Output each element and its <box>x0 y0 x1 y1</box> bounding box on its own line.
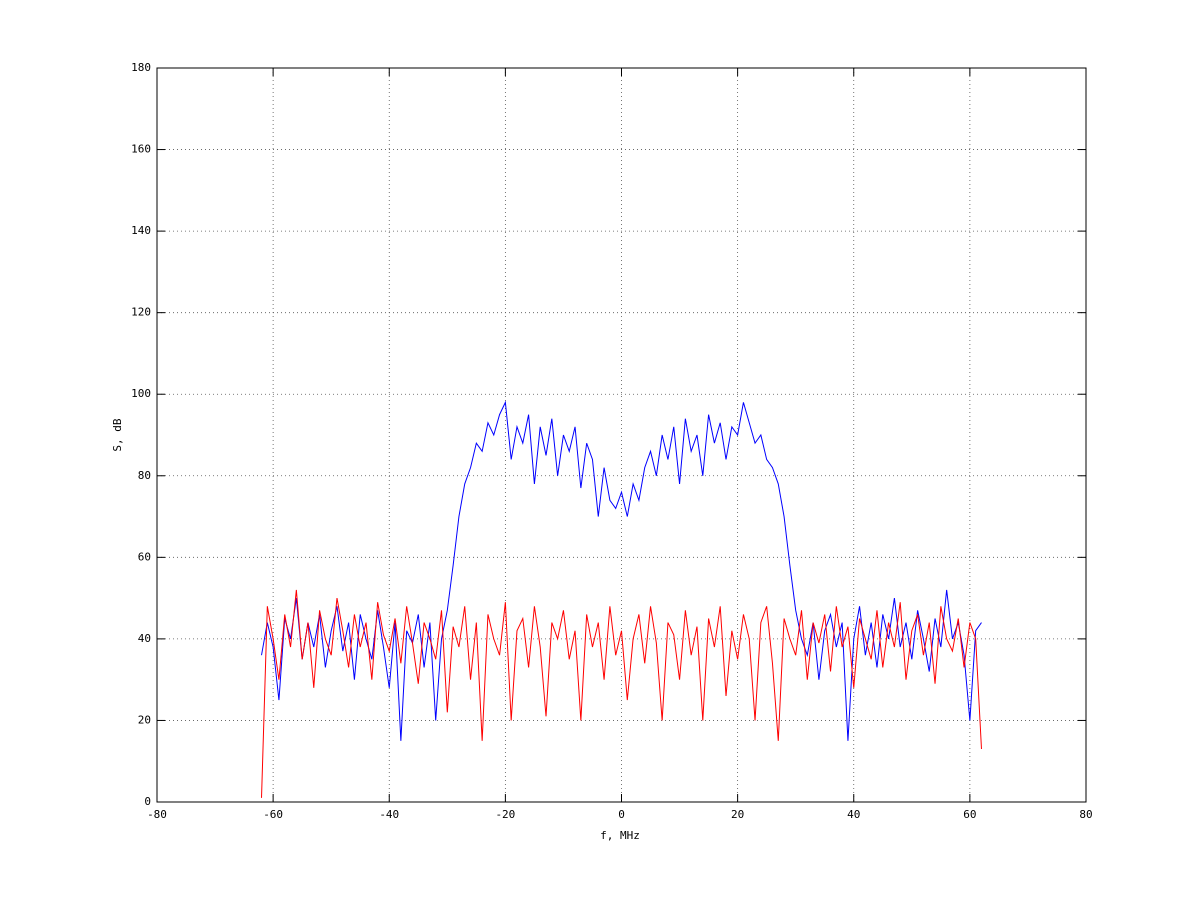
y-tick-label: 120 <box>131 306 151 319</box>
x-tick-label: -40 <box>379 808 399 821</box>
x-tick-label: 0 <box>618 808 625 821</box>
y-tick-label: 0 <box>144 795 151 808</box>
data-line <box>261 400 982 741</box>
x-tick-label: 60 <box>963 808 976 821</box>
x-tick-label: 20 <box>731 808 744 821</box>
y-tick-label: 40 <box>138 632 151 645</box>
y-tick-label: 80 <box>138 469 151 482</box>
x-tick-label: -80 <box>147 808 167 821</box>
y-axis-label: S, dB <box>111 418 124 451</box>
x-tick-label: -20 <box>495 808 515 821</box>
plot-frame <box>156 67 1087 803</box>
y-tick-label: 140 <box>131 224 151 237</box>
data-line <box>261 589 982 798</box>
y-tick-label: 180 <box>131 61 151 74</box>
y-tick-label: 160 <box>131 143 151 156</box>
y-tick-label: 60 <box>138 550 151 563</box>
x-tick-label: -60 <box>263 808 283 821</box>
x-tick-label: 80 <box>1079 808 1092 821</box>
x-tick-label: 40 <box>847 808 860 821</box>
y-tick-label: 20 <box>138 713 151 726</box>
y-tick-label: 100 <box>131 387 151 400</box>
x-axis-label: f, MHz <box>600 829 640 842</box>
